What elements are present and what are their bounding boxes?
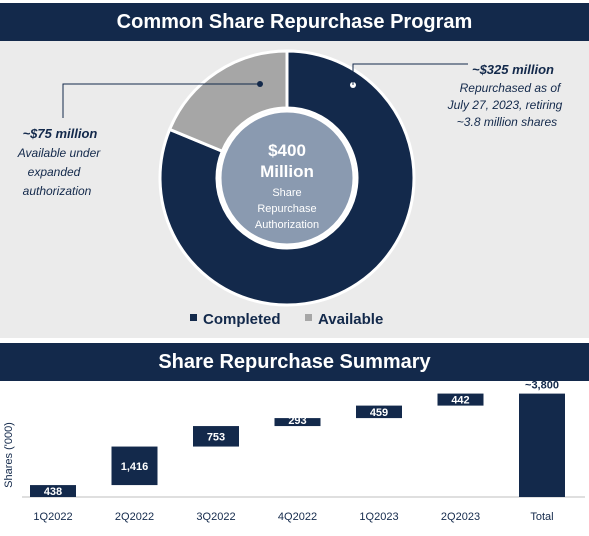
bar-value-label: 1,416 <box>121 461 149 473</box>
callout-text-completed: Repurchased as of <box>460 81 562 95</box>
bar-value-label: 753 <box>207 431 225 443</box>
x-tick-label: 1Q2022 <box>33 511 72 523</box>
bar-value-label: 459 <box>370 407 388 419</box>
legend-label-completed: Completed <box>203 311 281 328</box>
x-tick-label: 3Q2022 <box>196 511 235 523</box>
center-unit: Million <box>260 162 314 181</box>
bar-4q2022 <box>274 418 321 427</box>
bar-1q2023 <box>356 405 402 419</box>
legend-swatch-completed <box>190 314 197 321</box>
program-title-bar: Common Share Repurchase Program <box>0 3 589 41</box>
x-tick-label: 1Q2023 <box>359 511 398 523</box>
callout-text-completed: ~3.8 million shares <box>457 115 557 129</box>
callout-amount-available: ~$75 million <box>23 126 98 141</box>
x-tick-label: 4Q2022 <box>278 511 317 523</box>
legend-label-available: Available <box>318 311 383 328</box>
callout-text-completed: July 27, 2023, retiring <box>447 98 563 112</box>
bar-value-label: 442 <box>451 395 469 407</box>
center-amount: $400 <box>268 141 306 160</box>
callout-text-available: authorization <box>23 184 92 198</box>
bar-3q2022 <box>193 426 239 447</box>
bar-value-label: 438 <box>44 486 62 498</box>
callout-line-completed <box>352 63 468 85</box>
donut-slice-completed <box>158 49 416 307</box>
summary-title: Share Repurchase Summary <box>158 350 431 373</box>
x-tick-label: Total <box>530 511 553 523</box>
callout-text-available: Available under <box>17 146 102 160</box>
waterfall-chart: Shares ('000) 438 1Q2022 1,416 2Q2022 753 3Q2… <box>3 381 585 523</box>
bar-value-label: ~3,800 <box>525 381 559 392</box>
bar-value-label: 293 <box>288 415 306 427</box>
bar-2q2023 <box>437 393 484 406</box>
center-caption-line: Repurchase <box>257 203 316 215</box>
donut-center <box>218 109 356 247</box>
bar-2q2022 <box>111 446 158 486</box>
summary-title-bar: Share Repurchase Summary <box>0 343 589 381</box>
bar-1q2022 <box>30 485 76 497</box>
bar-total <box>519 393 565 497</box>
callout-line-available <box>62 83 260 118</box>
legend-swatch-available <box>305 314 312 321</box>
program-title: Common Share Repurchase Program <box>116 10 473 33</box>
callout-text-available: expanded <box>28 165 81 179</box>
center-caption-line: Share <box>272 187 301 199</box>
donut-slice-available <box>167 49 289 154</box>
callout-amount-completed: ~$325 million <box>472 62 554 77</box>
x-tick-label: 2Q2022 <box>115 511 154 523</box>
x-tick-label: 2Q2023 <box>441 511 480 523</box>
donut-chart: $400 Million Share Repurchase Authorizat… <box>17 49 563 328</box>
y-axis-label: Shares ('000) <box>3 422 15 488</box>
center-caption-line: Authorization <box>255 219 319 231</box>
